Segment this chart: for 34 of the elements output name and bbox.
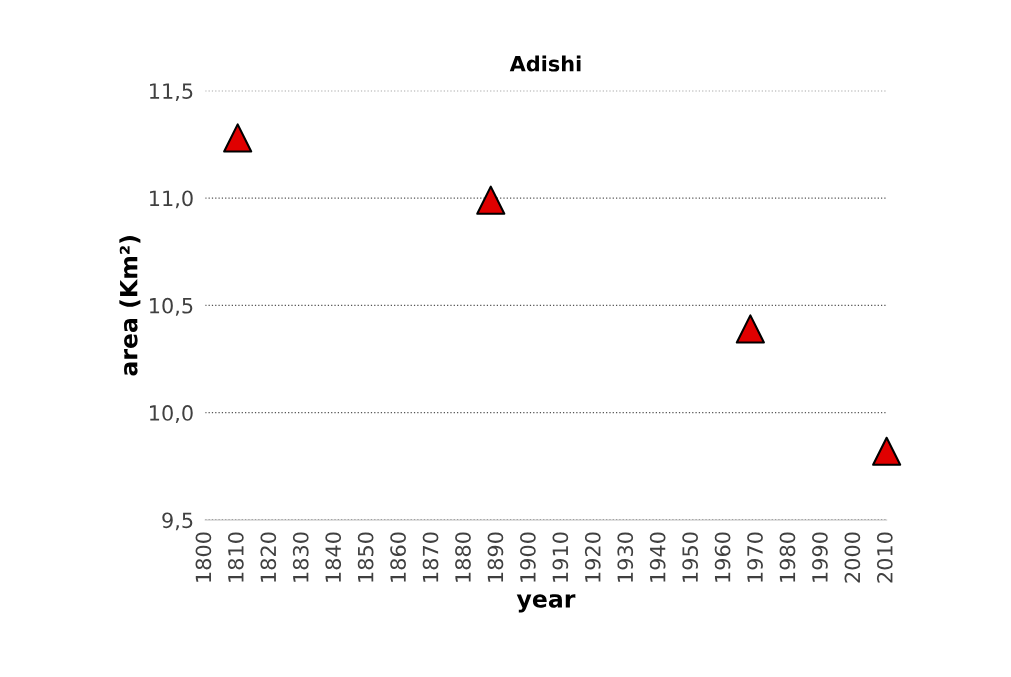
x-tick-label: 1850: [357, 532, 374, 582]
x-tick-label: 1800: [195, 532, 212, 582]
x-tick-label: 2000: [844, 532, 861, 583]
y-tick-label: 10,5: [150, 297, 193, 316]
x-tick-label: 1910: [552, 532, 569, 582]
x-tick-label: 1810: [227, 532, 244, 582]
x-tick-label: 1940: [649, 532, 666, 582]
x-tick-label: 1930: [617, 532, 634, 582]
point: [223, 123, 253, 153]
y-tick-label: 11,5: [150, 83, 193, 102]
x-tick-label: 1950: [682, 532, 698, 582]
x-tick-label: 1960: [714, 532, 731, 582]
point: [476, 185, 506, 215]
point: [735, 314, 765, 344]
x-tick-label: 1890: [487, 532, 504, 582]
point: [872, 436, 902, 466]
x-tick-label: 1970: [747, 532, 763, 582]
x-tick-label: 1990: [812, 532, 828, 582]
y-tick-label: 11,0: [150, 190, 193, 209]
x-tick-label: 1830: [292, 532, 309, 582]
x-tick-label: 1880: [455, 532, 471, 582]
x-tick-label: 1870: [422, 532, 439, 582]
x-tick-label: 2010: [876, 532, 893, 583]
x-tick-label: 1980: [779, 532, 796, 582]
x-tick-label: 1820: [260, 532, 277, 582]
x-axis-title: year: [516, 594, 576, 613]
x-tick-label: 1900: [520, 532, 536, 582]
y-tick-label: 9,5: [162, 512, 193, 531]
y-tick-label: 10,0: [150, 405, 193, 423]
x-tick-label: 1920: [584, 532, 601, 582]
x-tick-label: 1840: [325, 532, 342, 582]
chart-title: Adishi: [509, 55, 581, 72]
x-tick-label: 1860: [390, 532, 406, 582]
y-axis-title: area (Km²): [119, 236, 141, 376]
